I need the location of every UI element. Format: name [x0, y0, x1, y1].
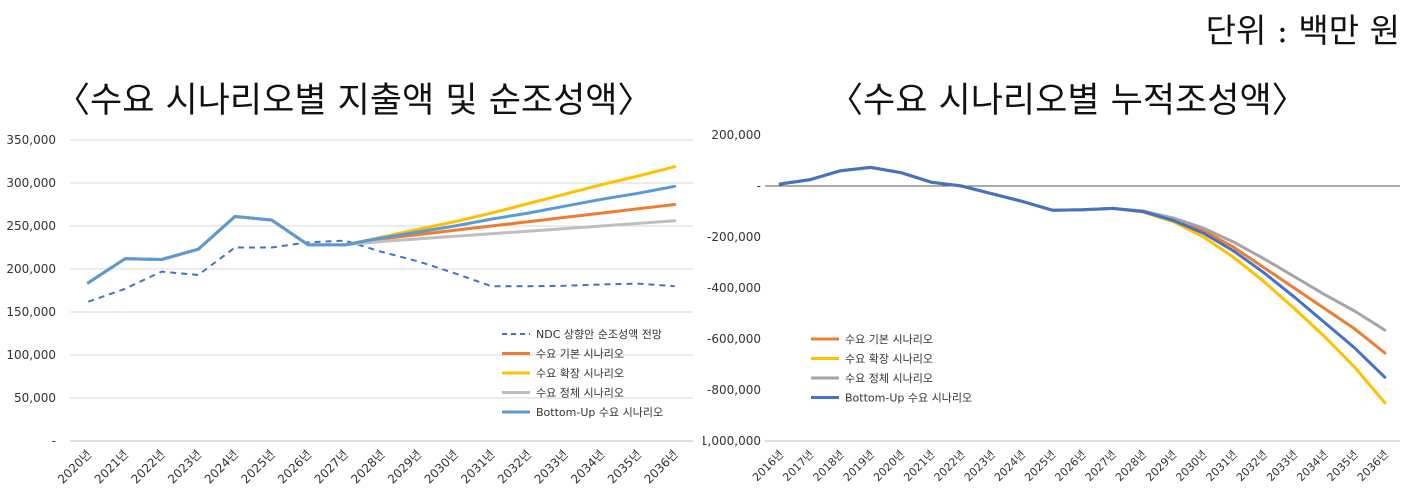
legend-label: Bottom-Up 수요 시나리오 — [845, 392, 972, 405]
x-tick-label: 2034년 — [568, 447, 607, 486]
y-tick-label: -800,000 — [707, 383, 761, 397]
x-tick-label: 2021년 — [92, 447, 131, 486]
x-tick-label: 2029년 — [1143, 448, 1179, 484]
unit-label: 단위 : 백만 원 — [1205, 11, 1400, 50]
cumulative-contribution-chart: -1,000,000-800,000-600,000-400,000-200,0… — [703, 128, 1400, 484]
y-tick-label: 50,000 — [14, 391, 56, 405]
series-line — [778, 165, 1387, 379]
x-tick-label: 2035년 — [1325, 448, 1361, 484]
y-tick-label: 150,000 — [6, 305, 56, 319]
x-tick-label: 2035년 — [605, 447, 644, 486]
y-tick-label: 350,000 — [6, 133, 56, 147]
x-tick-label: 2030년 — [422, 447, 461, 486]
legend-label: 수요 정체 시나리오 — [536, 387, 624, 400]
x-tick-label: 2031년 — [458, 447, 497, 486]
series-line — [86, 184, 677, 285]
x-tick-label: 2032년 — [495, 447, 534, 486]
y-tick-label: 300,000 — [6, 176, 56, 190]
legend-label: Bottom-Up 수요 시나리오 — [536, 406, 663, 419]
x-tick-label: 2024년 — [202, 447, 241, 486]
x-tick-label: 2036년 — [1355, 448, 1391, 484]
x-tick-label: 2028년 — [1113, 448, 1149, 484]
x-tick-label: 2033년 — [1264, 448, 1300, 484]
x-tick-label: 2022년 — [128, 447, 167, 486]
y-tick-label: -600,000 — [707, 332, 761, 346]
x-tick-label: 2021년 — [901, 448, 937, 484]
x-tick-label: 2023년 — [165, 447, 204, 486]
legend-label: 수요 확장 시나리오 — [845, 353, 933, 366]
x-tick-label: 2016년 — [750, 448, 786, 484]
left-chart-title: 〈수요 시나리오별 지출액 및 순조성액〉 — [55, 81, 653, 121]
y-tick-label: -200,000 — [707, 230, 761, 244]
series-line — [778, 165, 1387, 355]
x-tick-label: 2033년 — [532, 447, 571, 486]
x-tick-label: 2036년 — [641, 447, 680, 486]
y-tick-label: -1,000,000 — [703, 434, 761, 448]
x-tick-label: 2026년 — [1052, 448, 1088, 484]
x-tick-label: 2025년 — [1022, 448, 1058, 484]
x-tick-label: 2027년 — [1083, 448, 1119, 484]
x-tick-label: 2024년 — [992, 448, 1028, 484]
x-tick-label: 2017년 — [780, 448, 816, 484]
y-tick-label: - — [757, 179, 761, 193]
x-tick-label: 2034년 — [1294, 448, 1330, 484]
series-line — [778, 165, 1387, 332]
y-tick-label: 200,000 — [6, 262, 56, 276]
y-tick-label: - — [52, 434, 56, 448]
x-tick-label: 2025년 — [238, 447, 277, 486]
x-tick-label: 2023년 — [962, 448, 998, 484]
x-tick-label: 2020년 — [55, 447, 94, 486]
legend-label: 수요 정체 시나리오 — [845, 372, 933, 385]
x-tick-label: 2026년 — [275, 447, 314, 486]
y-tick-label: -400,000 — [707, 281, 761, 295]
x-tick-label: 2030년 — [1173, 448, 1209, 484]
y-tick-label: 200,000 — [711, 128, 761, 142]
x-tick-label: 2022년 — [932, 448, 968, 484]
series-line — [778, 165, 1387, 405]
x-tick-label: 2032년 — [1234, 448, 1270, 484]
x-tick-label: 2020년 — [871, 448, 907, 484]
series-line — [86, 203, 677, 285]
series-line — [86, 165, 677, 285]
legend-label: 수요 기본 시나리오 — [536, 348, 624, 361]
x-tick-label: 2027년 — [312, 447, 351, 486]
y-tick-label: 100,000 — [6, 348, 56, 362]
x-tick-label: 2018년 — [811, 448, 847, 484]
x-tick-label: 2031년 — [1204, 448, 1240, 484]
legend-label: 수요 기본 시나리오 — [845, 333, 933, 346]
spending-net-contribution-chart: - 50,000 100,000 150,000 200,000 250,000 300,0… — [6, 133, 693, 487]
y-tick-label: 250,000 — [6, 219, 56, 233]
legend-label: 수요 확장 시나리오 — [536, 367, 624, 380]
x-tick-label: 2028년 — [348, 447, 387, 486]
right-chart-title: 〈수요 시나리오별 누적조성액〉 — [828, 81, 1307, 121]
x-tick-label: 2019년 — [841, 448, 877, 484]
legend-label: NDC 상향안 순조성액 전망 — [536, 328, 662, 341]
x-tick-label: 2029년 — [385, 447, 424, 486]
series-line — [87, 239, 675, 303]
